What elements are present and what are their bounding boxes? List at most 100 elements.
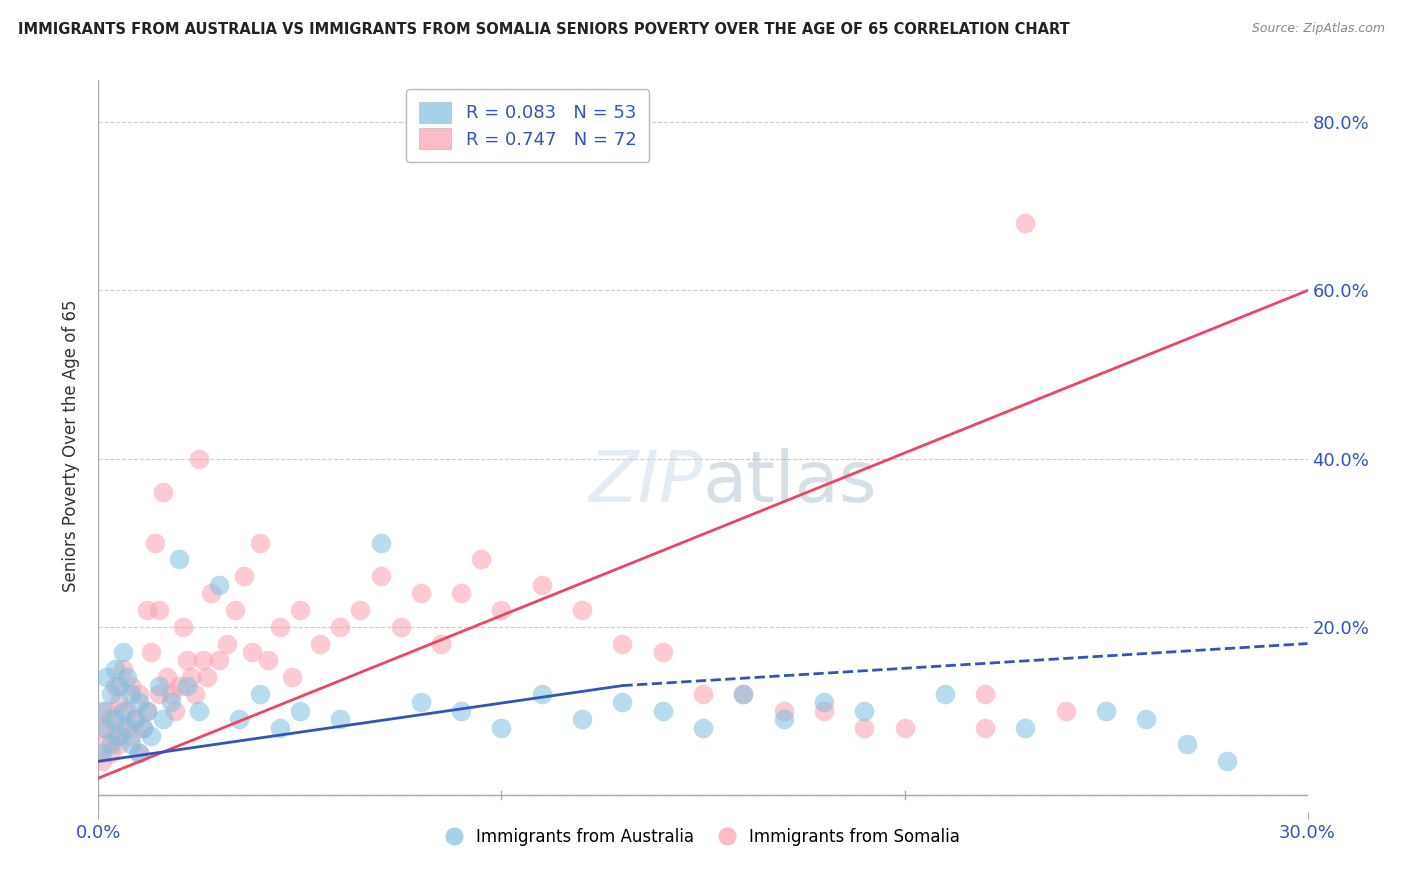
Point xyxy=(180,670,202,684)
Point xyxy=(152,712,174,726)
Point xyxy=(692,721,714,735)
Point xyxy=(224,603,246,617)
Point xyxy=(733,687,755,701)
Text: atlas: atlas xyxy=(703,448,877,517)
Point xyxy=(389,620,412,634)
Point xyxy=(115,721,138,735)
Point xyxy=(195,670,218,684)
Point xyxy=(813,695,835,709)
Point xyxy=(733,687,755,701)
Point xyxy=(530,687,553,701)
Point xyxy=(152,485,174,500)
Y-axis label: Seniors Poverty Over the Age of 65: Seniors Poverty Over the Age of 65 xyxy=(62,300,80,592)
Point xyxy=(974,721,997,735)
Point xyxy=(176,653,198,667)
Point xyxy=(176,679,198,693)
Point xyxy=(188,704,211,718)
Point xyxy=(167,679,190,693)
Point xyxy=(91,721,114,735)
Point xyxy=(120,729,142,743)
Point xyxy=(450,704,472,718)
Point xyxy=(132,721,155,735)
Point xyxy=(160,687,183,701)
Point xyxy=(115,670,138,684)
Point xyxy=(893,721,915,735)
Point xyxy=(128,746,150,760)
Point xyxy=(450,586,472,600)
Point xyxy=(491,603,513,617)
Point xyxy=(1014,216,1036,230)
Point xyxy=(217,636,239,650)
Point xyxy=(100,687,122,701)
Point xyxy=(184,687,207,701)
Point xyxy=(120,679,142,693)
Point xyxy=(124,712,146,726)
Point xyxy=(208,653,231,667)
Point xyxy=(934,687,956,701)
Point xyxy=(772,704,794,718)
Point xyxy=(124,712,146,726)
Point xyxy=(107,679,129,693)
Point xyxy=(309,636,332,650)
Point xyxy=(208,578,231,592)
Point xyxy=(370,569,392,583)
Point xyxy=(107,695,129,709)
Point xyxy=(288,603,311,617)
Point xyxy=(148,679,170,693)
Point xyxy=(103,729,125,743)
Point xyxy=(228,712,250,726)
Point xyxy=(288,704,311,718)
Point xyxy=(128,687,150,701)
Point xyxy=(240,645,263,659)
Text: Source: ZipAtlas.com: Source: ZipAtlas.com xyxy=(1251,22,1385,36)
Point xyxy=(107,729,129,743)
Point xyxy=(692,687,714,701)
Point xyxy=(370,535,392,549)
Point xyxy=(430,636,453,650)
Point xyxy=(249,687,271,701)
Point xyxy=(269,721,291,735)
Point xyxy=(571,712,593,726)
Point xyxy=(139,729,162,743)
Point xyxy=(128,746,150,760)
Point xyxy=(111,645,134,659)
Point xyxy=(156,670,179,684)
Point xyxy=(853,721,876,735)
Point xyxy=(148,687,170,701)
Point xyxy=(100,712,122,726)
Point xyxy=(329,620,352,634)
Point xyxy=(96,721,118,735)
Point xyxy=(329,712,352,726)
Point xyxy=(853,704,876,718)
Point xyxy=(281,670,304,684)
Point xyxy=(188,451,211,466)
Point xyxy=(651,645,673,659)
Point xyxy=(1054,704,1077,718)
Point xyxy=(135,704,157,718)
Point xyxy=(200,586,222,600)
Point xyxy=(111,662,134,676)
Point xyxy=(128,695,150,709)
Point xyxy=(96,704,118,718)
Point xyxy=(96,738,118,752)
Point xyxy=(530,578,553,592)
Point xyxy=(100,738,122,752)
Point xyxy=(1095,704,1118,718)
Point xyxy=(115,704,138,718)
Point xyxy=(111,721,134,735)
Text: ZIP: ZIP xyxy=(589,448,703,517)
Point xyxy=(409,695,432,709)
Legend: Immigrants from Australia, Immigrants from Somalia: Immigrants from Australia, Immigrants fr… xyxy=(437,820,969,855)
Point xyxy=(172,620,194,634)
Point xyxy=(160,695,183,709)
Point xyxy=(91,704,114,718)
Point xyxy=(409,586,432,600)
Point xyxy=(612,636,634,650)
Point xyxy=(139,645,162,659)
Point xyxy=(120,687,142,701)
Point xyxy=(249,535,271,549)
Point xyxy=(91,746,114,760)
Point xyxy=(813,704,835,718)
Point xyxy=(491,721,513,735)
Point xyxy=(349,603,371,617)
